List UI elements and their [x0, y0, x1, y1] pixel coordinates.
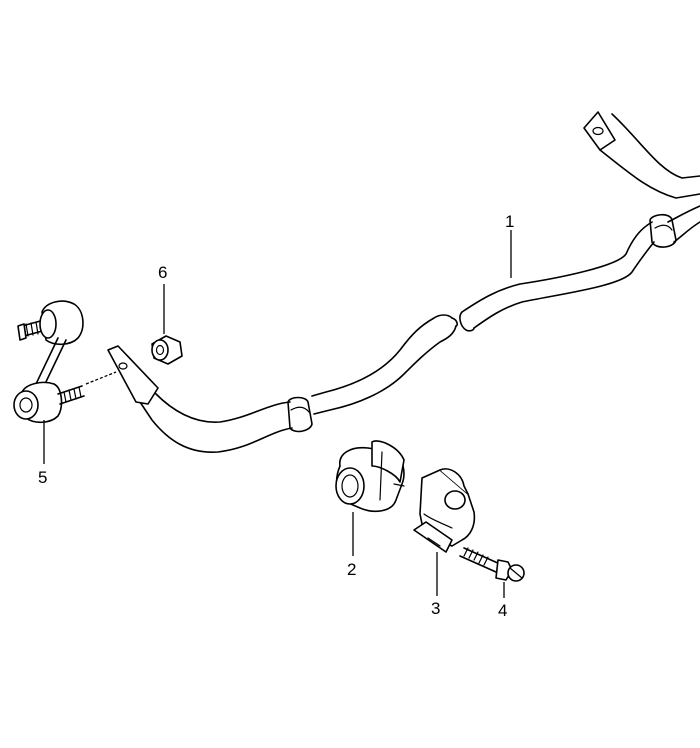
callout-4: 4 [498, 601, 507, 620]
callout-5: 5 [38, 468, 47, 487]
callout-1: 1 [505, 212, 514, 231]
callout-3: 3 [431, 599, 440, 618]
stabilizer-bushing[interactable] [335, 440, 405, 513]
bushing-clamp[interactable] [413, 468, 476, 553]
coupling-rod[interactable] [13, 300, 117, 424]
callout-2: 2 [347, 560, 356, 579]
stabilizer-bar[interactable] [107, 111, 700, 453]
self-locking-nut[interactable] [151, 335, 183, 365]
clamp-bolt[interactable] [459, 547, 525, 582]
callout-6: 6 [158, 263, 167, 282]
